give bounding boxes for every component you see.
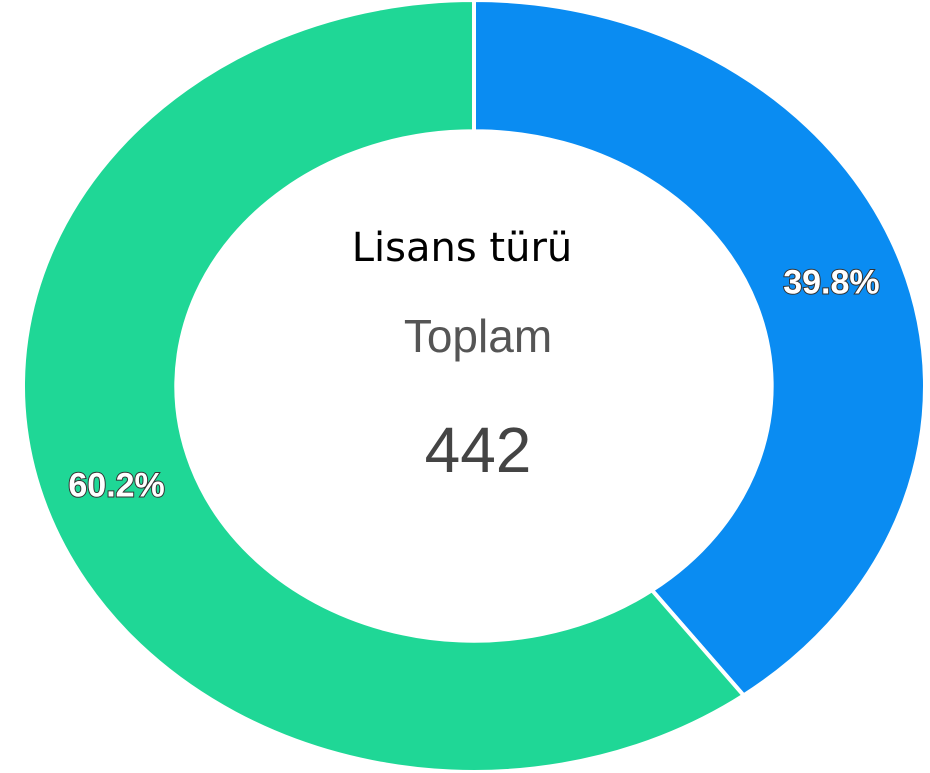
slices [21,0,927,773]
center-label: Toplam [404,310,552,362]
value-label: 60.2% [68,467,164,505]
center-total: 442 [425,414,532,486]
slice [21,0,747,773]
slice [472,0,927,699]
chart-title: Lisans türü [352,225,573,271]
value-label: 39.8% [783,263,879,301]
